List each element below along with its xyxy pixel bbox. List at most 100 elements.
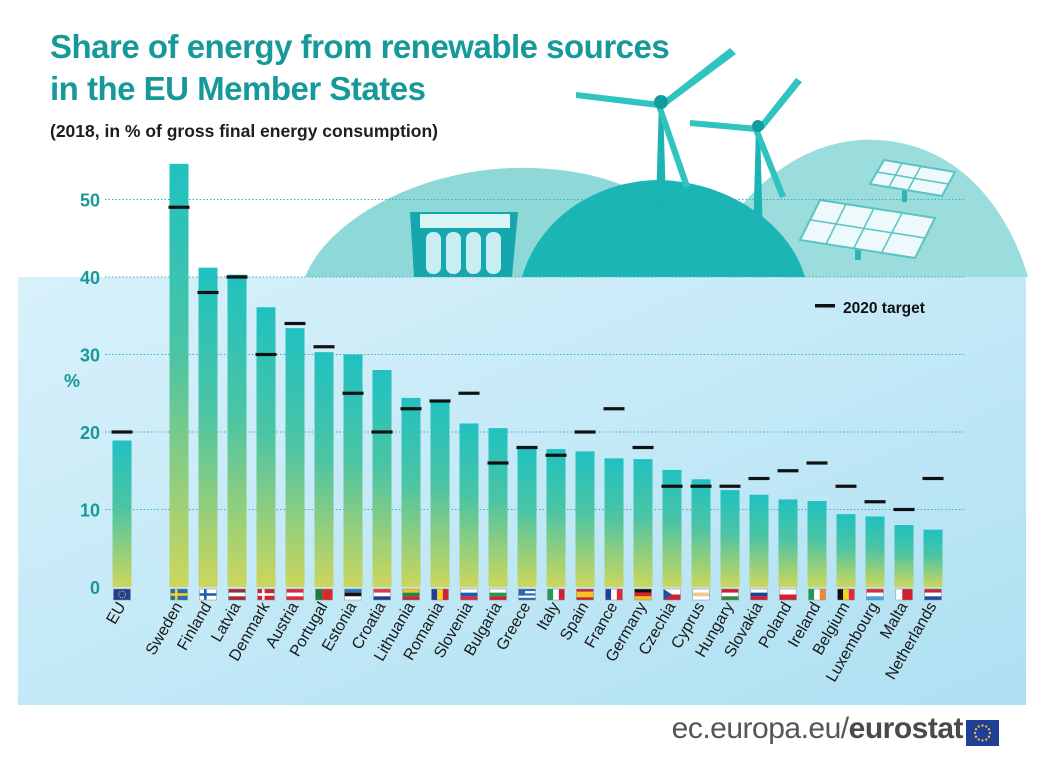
bar [256,307,276,587]
flag-border [431,588,449,601]
flag-stripe [721,589,739,593]
bar [285,328,305,587]
flag-stripe [431,589,438,600]
flag-stripe [616,589,623,600]
eu-star [977,725,980,728]
eu-star [974,728,978,731]
bar [372,370,392,587]
flag-stripe [402,596,420,600]
eu-star [985,725,988,728]
flag-stripe [489,592,507,597]
bar [488,428,508,587]
flag-stripe [344,596,362,600]
target-marker [777,469,799,473]
eu-star [973,731,977,735]
title-line-2: in the EU Member States [50,70,426,107]
flag-stripe [721,592,739,597]
flag-cross [170,593,188,596]
source-domain: ec.europa.eu/ [671,712,849,745]
target-marker [226,275,248,279]
flag-stripe [442,589,449,600]
flag-stripe [322,589,333,600]
chart-title: Share of energy from renewable sources i… [50,26,670,110]
flag-canton [518,589,525,596]
flag-border [460,588,478,601]
flag-border [576,588,594,601]
bar [662,469,682,587]
target-marker [458,391,480,395]
flag-greece-icon [518,588,536,601]
target-marker [545,453,567,457]
eu-star [985,738,988,741]
flag-stripe [373,596,391,600]
bar [227,274,247,587]
flag-stripe [518,591,536,594]
bar [836,514,856,587]
bar [865,516,885,587]
target-marker [603,407,625,411]
y-tick-label: 20 [80,423,100,443]
flag-border [808,588,826,601]
flag-stripe [866,589,884,593]
target-marker [719,484,741,488]
flag-border [373,588,391,601]
flag-stripe [848,589,855,600]
flag-field [113,589,131,600]
flag-estonia-icon [344,588,362,601]
flag-stripe [286,592,304,597]
flag-stripe [837,589,844,600]
flag-border [663,588,681,601]
dam-icon [410,212,518,277]
flag-stripe [634,596,652,600]
flag-netherlands-icon [924,588,942,601]
flag-stripe [228,589,246,593]
flag-portugal-icon [315,588,333,601]
flag-stripe [460,596,478,600]
y-axis-ticks: 0 10 20 30 40 50 [80,191,100,599]
flag-stripe [924,592,942,597]
target-marker [487,461,509,465]
flag-stripe [373,589,391,593]
flag-stripe [611,589,617,600]
flag-stripe [924,596,942,600]
y-tick-label: 10 [80,501,100,521]
flag-stripe [866,596,884,600]
bar [430,401,450,587]
background-illustration [305,48,1028,277]
flag-malta-icon [895,588,913,601]
flag-czechia-icon [663,588,681,601]
target-marker [632,445,654,450]
flag-stripe [553,589,559,600]
flag-stripe [692,592,710,597]
flag-stripe [518,595,536,598]
solar-panel-icon [798,198,937,260]
eu-star [974,735,978,738]
flag-cyprus-icon [692,588,710,601]
flag-sweden-icon [170,588,188,601]
target-marker [313,345,335,349]
flag-border [402,588,420,601]
flag-triangle [663,589,672,600]
flag-stripe [866,592,884,597]
flag-stripe [518,593,536,596]
bar [923,529,943,587]
flag-stripe [576,591,594,598]
source-brand: eurostat [848,712,964,745]
flag-border [692,588,710,601]
flag-luxembourg-icon [866,588,884,601]
bar [459,423,479,587]
flag-stripe [634,592,652,597]
legend-target-swatch [815,304,835,308]
flag-border [257,588,275,601]
flag-stripe [779,589,797,595]
flag-ireland-icon [808,588,826,601]
target-marker [197,290,219,295]
target-marker [371,430,393,434]
eu-star [987,735,991,738]
flag-stripe [228,592,246,597]
flag-belgium-icon [837,588,855,601]
flag-stripe [402,592,420,597]
flag-stripe [518,589,536,592]
flag-stripe [924,589,942,593]
